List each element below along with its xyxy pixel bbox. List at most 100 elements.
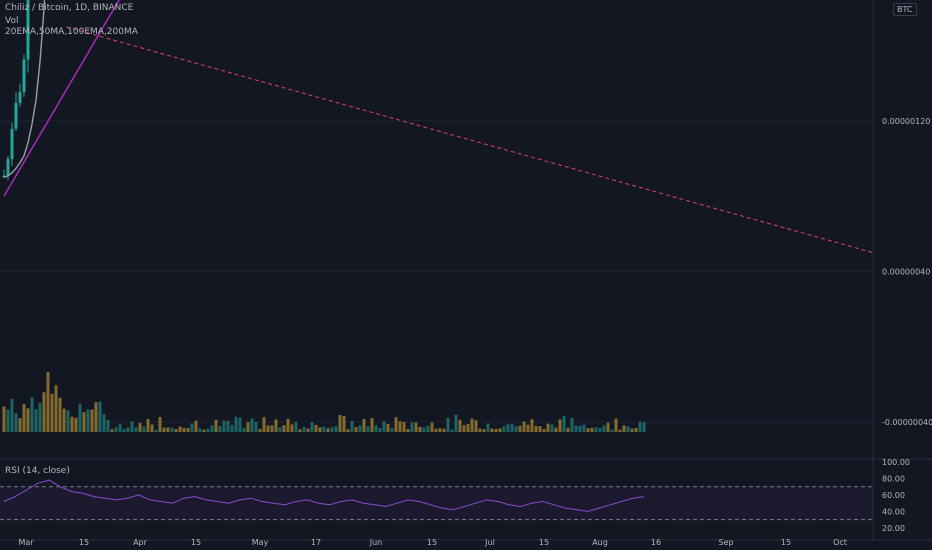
volume-bar xyxy=(602,425,606,432)
volume-bar xyxy=(386,423,390,432)
volume-bar xyxy=(482,429,486,432)
volume-bar xyxy=(478,428,482,432)
volume-bar xyxy=(306,428,310,432)
volume-bar xyxy=(14,413,18,432)
volume-bar xyxy=(322,426,326,432)
volume-bar xyxy=(278,427,282,432)
volume-bar xyxy=(490,428,494,432)
volume-bar xyxy=(130,421,134,432)
volume-bar xyxy=(230,424,234,432)
volume-bar xyxy=(50,393,54,432)
volume-bar xyxy=(290,424,294,432)
volume-bar xyxy=(190,423,194,432)
volume-bar xyxy=(162,427,166,432)
volume-bar xyxy=(598,427,602,432)
volume-bar xyxy=(34,409,38,432)
chart-title: Chiliz / Bitcoin, 1D, BINANCE xyxy=(5,3,134,13)
volume-bar xyxy=(502,426,506,432)
volume-bar xyxy=(374,425,378,432)
ma-purple-line xyxy=(3,0,120,197)
volume-bar xyxy=(578,425,582,432)
volume-bar xyxy=(222,420,226,432)
volume-bar xyxy=(462,425,466,432)
volume-bar xyxy=(110,429,114,432)
volume-bar xyxy=(430,422,434,432)
candle-body xyxy=(2,175,6,178)
rsi-band xyxy=(0,486,873,520)
volume-bar xyxy=(26,408,30,432)
volume-bar xyxy=(342,416,346,432)
volume-bar xyxy=(78,403,82,432)
volume-bar xyxy=(298,429,302,432)
rsi-tick-label: 40.00 xyxy=(882,507,905,516)
volume-bar xyxy=(122,429,126,432)
volume-bar xyxy=(46,372,50,432)
volume-bar xyxy=(102,414,106,432)
rsi-tick-label: 100.00 xyxy=(882,458,910,467)
volume-bar xyxy=(62,408,66,432)
volume-bar xyxy=(394,417,398,432)
volume-bar xyxy=(390,427,394,432)
candle-body xyxy=(26,0,30,60)
volume-bar xyxy=(626,426,630,432)
rsi-tick-label: 60.00 xyxy=(882,491,905,500)
volume-bar xyxy=(594,427,598,432)
volume-bar xyxy=(470,418,474,432)
x-tick-label: 15 xyxy=(191,538,201,547)
volume-bar xyxy=(246,422,250,432)
x-tick-label: Jun xyxy=(369,538,383,547)
volume-bar xyxy=(530,419,534,432)
volume-bar xyxy=(186,427,190,432)
volume-bar xyxy=(546,423,550,432)
volume-bar xyxy=(194,420,198,432)
candle-body xyxy=(18,92,22,103)
volume-bar xyxy=(6,409,10,432)
volume-bar xyxy=(210,425,214,432)
volume-bar xyxy=(450,429,454,432)
volume-bar xyxy=(534,425,538,432)
volume-bar xyxy=(474,420,478,432)
x-tick-label: Mar xyxy=(18,538,34,547)
volume-bar xyxy=(618,429,622,432)
volume-bar xyxy=(526,424,530,432)
volume-bar xyxy=(318,427,322,432)
volume-bar xyxy=(2,406,6,432)
volume-bar xyxy=(606,422,610,432)
y-tick-label: -0.00000040 xyxy=(882,418,932,427)
volume-bar xyxy=(558,419,562,432)
volume-bar xyxy=(466,423,470,432)
volume-bar xyxy=(382,421,386,432)
volume-legend: Vol xyxy=(5,16,19,26)
indicators-legend: 20EMA,50MA,100EMA,200MA xyxy=(5,27,138,37)
volume-bar xyxy=(458,419,462,432)
candle-body xyxy=(6,159,10,176)
currency-badge[interactable]: BTC xyxy=(893,3,917,16)
volume-bar xyxy=(226,420,230,432)
volume-bar xyxy=(286,418,290,432)
volume-bar xyxy=(154,429,158,432)
volume-bar xyxy=(310,422,314,432)
x-tick-label: 17 xyxy=(311,538,321,547)
volume-bar xyxy=(486,423,490,432)
volume-bar xyxy=(418,426,422,432)
volume-bar xyxy=(398,421,402,432)
volume-bar xyxy=(498,428,502,432)
volume-bar xyxy=(522,421,526,432)
volume-bar xyxy=(150,424,154,432)
volume-bar xyxy=(138,422,142,432)
volume-bar xyxy=(638,421,642,432)
volume-bar xyxy=(550,424,554,432)
volume-bar xyxy=(642,422,646,432)
volume-bar xyxy=(30,397,34,432)
volume-bar xyxy=(42,392,46,432)
volume-bar xyxy=(82,412,86,432)
volume-bar xyxy=(66,410,70,432)
volume-bar xyxy=(74,417,78,432)
volume-bar xyxy=(174,429,178,432)
candle-body xyxy=(14,102,18,129)
rsi-tick-label: 80.00 xyxy=(882,474,905,483)
volume-bar xyxy=(494,429,498,432)
candle-body xyxy=(10,128,14,160)
volume-bar xyxy=(258,428,262,432)
